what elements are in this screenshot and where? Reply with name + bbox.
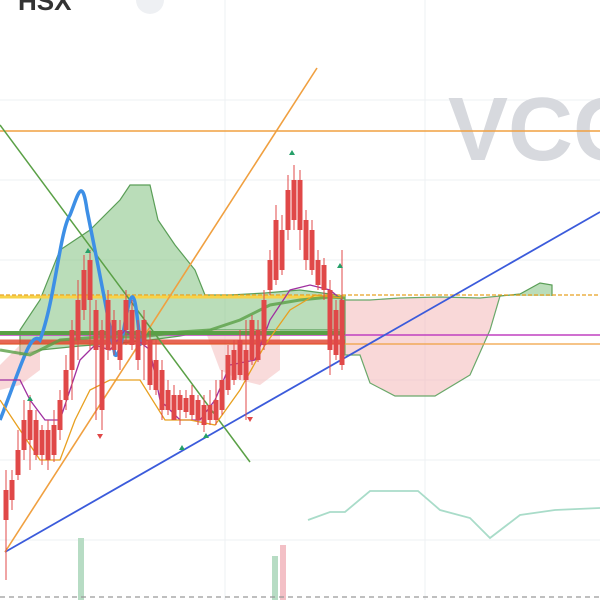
candle-body [87,260,93,300]
candle-body [183,398,189,412]
signal-marker [85,248,91,253]
signal-marker [247,417,253,422]
candle-body [69,330,75,370]
volume-bar [280,545,286,600]
signal-marker [97,434,103,439]
exchange-label: HSX [18,0,72,16]
candle-body [15,450,21,475]
candle-body [255,330,261,360]
signal-marker [27,396,33,401]
candle-body [195,400,201,420]
watermark: VCG [448,80,600,180]
trend-line [4,211,600,553]
candle-body [267,260,273,290]
candle-body [231,350,237,380]
moving-average [0,295,346,357]
candle-body [135,330,141,360]
candle-body [9,480,15,500]
candle-body [219,380,225,410]
candle-body [303,220,309,260]
candle-body [153,360,159,390]
indicator-line [307,490,600,540]
candle-body [279,230,285,270]
candle-body [243,350,249,380]
candle-body [309,230,315,270]
candle-body [75,300,81,340]
volume-bar [272,556,278,600]
candle-body [165,390,171,410]
candle-body [321,265,327,290]
candle-body [213,400,219,420]
candle-body [273,220,279,280]
candle-body [333,310,339,355]
candle-body [261,300,267,345]
candle-body [189,395,195,415]
candle-body [51,425,57,455]
candle-body [291,180,297,220]
candle-body [315,260,321,285]
candle-body [99,330,105,410]
signal-marker [337,263,343,268]
candle-body [129,310,135,345]
candle-body [207,405,213,420]
candle-body [21,420,27,450]
candle-body [45,430,51,460]
candle-body [63,370,69,400]
candle-body [123,300,129,330]
candle-body [159,370,165,410]
trend-line [4,67,318,553]
candle-body [93,310,99,350]
candle-body [141,320,147,345]
candle-body [111,320,117,350]
candle-body [3,490,9,520]
volume-bar [78,538,84,600]
candle-body [39,430,45,455]
candle-body [237,340,243,375]
candle-body [177,395,183,410]
candle-body [147,340,153,385]
candle-body [339,300,345,365]
candle-body [225,355,231,390]
moving-average [0,189,144,421]
candles [3,150,345,580]
cloud-bearish [344,295,501,397]
candle-body [33,420,39,455]
header-button[interactable] [136,0,164,14]
signal-marker [179,445,185,450]
candle-body [105,300,111,350]
candle-body [57,400,63,430]
candle-body [327,290,333,350]
candle-body [81,270,87,310]
candle-body [297,180,303,230]
candle-body [171,395,177,420]
candle-body [249,320,255,360]
signal-marker [203,433,209,438]
candle-body [201,405,207,425]
signal-marker [289,150,295,155]
candle-body [285,190,291,230]
candle-body [117,330,123,360]
candle-body [27,410,33,440]
